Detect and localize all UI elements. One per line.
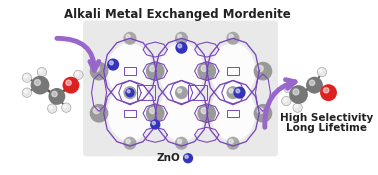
- Circle shape: [229, 139, 233, 144]
- Circle shape: [257, 108, 263, 114]
- Circle shape: [226, 86, 240, 99]
- Circle shape: [319, 69, 322, 72]
- Circle shape: [282, 96, 291, 106]
- Circle shape: [127, 90, 130, 93]
- Circle shape: [175, 137, 188, 150]
- Circle shape: [126, 89, 130, 93]
- Circle shape: [234, 87, 246, 99]
- Circle shape: [254, 104, 272, 123]
- Text: High Selectivity: High Selectivity: [280, 113, 373, 123]
- Ellipse shape: [211, 85, 256, 141]
- Circle shape: [146, 62, 164, 80]
- Circle shape: [22, 88, 32, 97]
- Circle shape: [150, 119, 160, 130]
- Circle shape: [24, 75, 27, 78]
- Circle shape: [178, 34, 182, 39]
- Circle shape: [289, 85, 308, 104]
- Circle shape: [185, 155, 188, 158]
- Circle shape: [37, 67, 46, 77]
- Ellipse shape: [107, 43, 152, 99]
- Circle shape: [197, 104, 216, 123]
- Circle shape: [295, 105, 298, 108]
- Circle shape: [62, 77, 79, 94]
- Circle shape: [76, 72, 79, 75]
- Circle shape: [123, 86, 136, 99]
- Circle shape: [31, 76, 50, 95]
- Circle shape: [48, 104, 57, 113]
- Circle shape: [175, 32, 188, 45]
- Circle shape: [226, 32, 240, 45]
- Bar: [188, 85, 207, 100]
- Ellipse shape: [107, 85, 152, 141]
- Circle shape: [110, 61, 113, 65]
- Circle shape: [125, 88, 135, 97]
- Circle shape: [317, 67, 327, 77]
- Circle shape: [201, 65, 207, 71]
- Bar: [227, 67, 239, 75]
- Circle shape: [254, 62, 272, 80]
- Circle shape: [74, 70, 83, 80]
- Circle shape: [123, 137, 136, 150]
- Circle shape: [126, 34, 130, 39]
- Circle shape: [306, 77, 323, 94]
- Circle shape: [22, 73, 32, 82]
- Circle shape: [257, 65, 263, 71]
- Circle shape: [310, 80, 315, 86]
- Circle shape: [152, 121, 155, 125]
- Circle shape: [324, 88, 329, 93]
- Circle shape: [150, 65, 156, 71]
- Circle shape: [64, 105, 67, 108]
- Circle shape: [229, 34, 233, 39]
- Circle shape: [24, 90, 27, 93]
- Circle shape: [293, 89, 299, 95]
- FancyBboxPatch shape: [83, 20, 278, 156]
- Circle shape: [126, 139, 130, 144]
- Circle shape: [39, 69, 42, 72]
- Ellipse shape: [159, 43, 204, 99]
- Circle shape: [93, 65, 99, 71]
- Circle shape: [150, 108, 156, 114]
- Circle shape: [320, 84, 337, 101]
- Circle shape: [197, 62, 216, 80]
- Text: Alkali Metal Exchanged Mordenite: Alkali Metal Exchanged Mordenite: [64, 8, 291, 21]
- Circle shape: [90, 62, 108, 80]
- Circle shape: [107, 58, 119, 71]
- Circle shape: [93, 108, 99, 114]
- Circle shape: [226, 137, 240, 150]
- Circle shape: [236, 89, 240, 93]
- Circle shape: [284, 98, 287, 101]
- Circle shape: [175, 42, 187, 54]
- Circle shape: [62, 103, 71, 112]
- Circle shape: [183, 153, 193, 163]
- Text: Long Lifetime: Long Lifetime: [286, 123, 367, 133]
- Circle shape: [178, 139, 182, 144]
- Circle shape: [285, 85, 288, 88]
- Circle shape: [175, 86, 188, 99]
- Circle shape: [48, 88, 65, 105]
- Circle shape: [90, 104, 108, 123]
- Circle shape: [52, 91, 57, 97]
- Circle shape: [284, 83, 293, 93]
- Circle shape: [146, 104, 164, 123]
- Circle shape: [201, 108, 207, 114]
- Ellipse shape: [159, 85, 204, 141]
- Circle shape: [229, 89, 233, 93]
- Text: ZnO: ZnO: [157, 153, 181, 163]
- Circle shape: [123, 32, 136, 45]
- Bar: [124, 110, 136, 117]
- Bar: [124, 67, 136, 75]
- Circle shape: [34, 80, 40, 86]
- Circle shape: [178, 44, 182, 48]
- Bar: [227, 110, 239, 117]
- Circle shape: [50, 106, 53, 109]
- Ellipse shape: [211, 43, 256, 99]
- Bar: [136, 85, 155, 100]
- Circle shape: [66, 80, 71, 86]
- Circle shape: [178, 89, 182, 93]
- Circle shape: [293, 103, 302, 112]
